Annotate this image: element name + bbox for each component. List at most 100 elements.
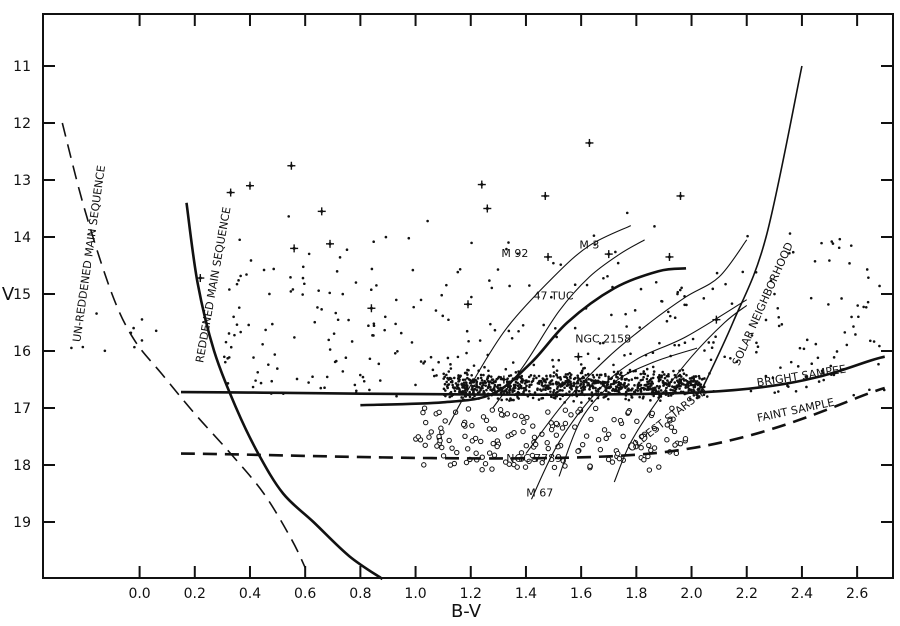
star-point xyxy=(585,283,589,287)
star-point xyxy=(551,382,555,386)
star-point xyxy=(709,358,713,362)
star-point xyxy=(555,383,559,386)
faint-star-point xyxy=(632,440,639,446)
star-point xyxy=(832,373,836,377)
star-point xyxy=(434,309,438,312)
star-point xyxy=(362,379,366,383)
faint-star-point xyxy=(545,445,551,452)
star-point xyxy=(620,377,623,381)
star-point xyxy=(660,300,664,303)
curve-m-3 xyxy=(492,239,645,409)
star-point xyxy=(658,385,662,388)
star-point xyxy=(638,326,642,329)
faint-star-point xyxy=(641,457,647,463)
star-point xyxy=(509,397,512,400)
star-point xyxy=(615,389,619,393)
star-point xyxy=(612,370,616,374)
star-point xyxy=(564,380,568,383)
star-point xyxy=(595,373,599,377)
star-point xyxy=(462,384,466,388)
star-point xyxy=(653,225,656,228)
star-point xyxy=(629,388,632,392)
star-point xyxy=(642,375,645,379)
star-point xyxy=(557,381,560,384)
star-point xyxy=(678,387,681,390)
faint-star-point xyxy=(463,459,470,466)
star-point xyxy=(541,396,545,400)
star-point xyxy=(647,380,651,383)
star-point xyxy=(480,379,484,382)
star-point xyxy=(586,383,589,387)
star-point xyxy=(320,308,323,311)
star-point xyxy=(447,318,450,322)
star-point xyxy=(555,335,558,339)
star-point xyxy=(449,367,453,370)
faint-star-point xyxy=(519,413,525,420)
star-point xyxy=(456,355,460,359)
star-point xyxy=(668,314,672,318)
star-point xyxy=(132,326,135,330)
star-point xyxy=(684,379,688,382)
star-point xyxy=(555,373,558,376)
star-point xyxy=(468,381,472,385)
faint-star-point xyxy=(562,420,569,427)
star-point xyxy=(872,340,876,343)
star-point xyxy=(599,382,603,385)
curve-faint-sample xyxy=(180,386,886,460)
star-point xyxy=(467,339,470,343)
star-point xyxy=(804,375,808,379)
star-point xyxy=(500,398,503,402)
star-point xyxy=(254,379,257,382)
star-point xyxy=(446,356,450,360)
star-point xyxy=(319,386,323,390)
star-point xyxy=(681,382,684,385)
star-point xyxy=(741,270,745,274)
star-point xyxy=(692,388,695,392)
star-point xyxy=(301,265,305,269)
faint-star-point xyxy=(677,440,684,447)
star-point xyxy=(492,380,495,384)
star-point xyxy=(543,379,546,383)
star-point xyxy=(465,351,468,355)
curve-m-67 xyxy=(558,347,698,477)
star-point xyxy=(658,373,661,377)
star-point xyxy=(667,373,670,376)
star-point xyxy=(455,387,459,390)
star-point xyxy=(677,374,681,378)
star-point xyxy=(429,355,433,359)
curve-47-tuc xyxy=(360,267,687,407)
star-point xyxy=(691,383,695,387)
star-point xyxy=(448,395,452,399)
star-point xyxy=(607,375,610,379)
star-point xyxy=(630,378,634,381)
star-point xyxy=(617,383,620,387)
star-point xyxy=(673,316,677,320)
star-point xyxy=(272,267,276,271)
faint-star-point xyxy=(428,429,434,435)
star-point xyxy=(527,380,531,383)
star-point xyxy=(488,380,492,384)
star-point xyxy=(423,360,427,363)
faint-star-point xyxy=(486,426,493,432)
star-point xyxy=(344,356,348,360)
star-point xyxy=(788,232,792,235)
star-point xyxy=(341,292,345,296)
faint-star-point xyxy=(511,429,517,436)
star-point xyxy=(690,376,694,380)
star-point xyxy=(848,262,851,265)
star-point xyxy=(820,369,824,373)
plot-frame xyxy=(42,13,894,579)
star-point xyxy=(496,397,500,400)
faint-star-point xyxy=(437,437,443,444)
star-point xyxy=(555,380,558,384)
faint-star-point xyxy=(440,453,447,459)
star-point xyxy=(540,379,543,383)
faint-star-point xyxy=(545,409,551,415)
star-point xyxy=(470,295,473,299)
star-point xyxy=(573,283,577,287)
star-point xyxy=(463,389,467,392)
star-point xyxy=(378,379,382,382)
curve-oldest-stars-in xyxy=(613,304,748,483)
star-point xyxy=(530,383,533,386)
star-point xyxy=(563,386,566,390)
